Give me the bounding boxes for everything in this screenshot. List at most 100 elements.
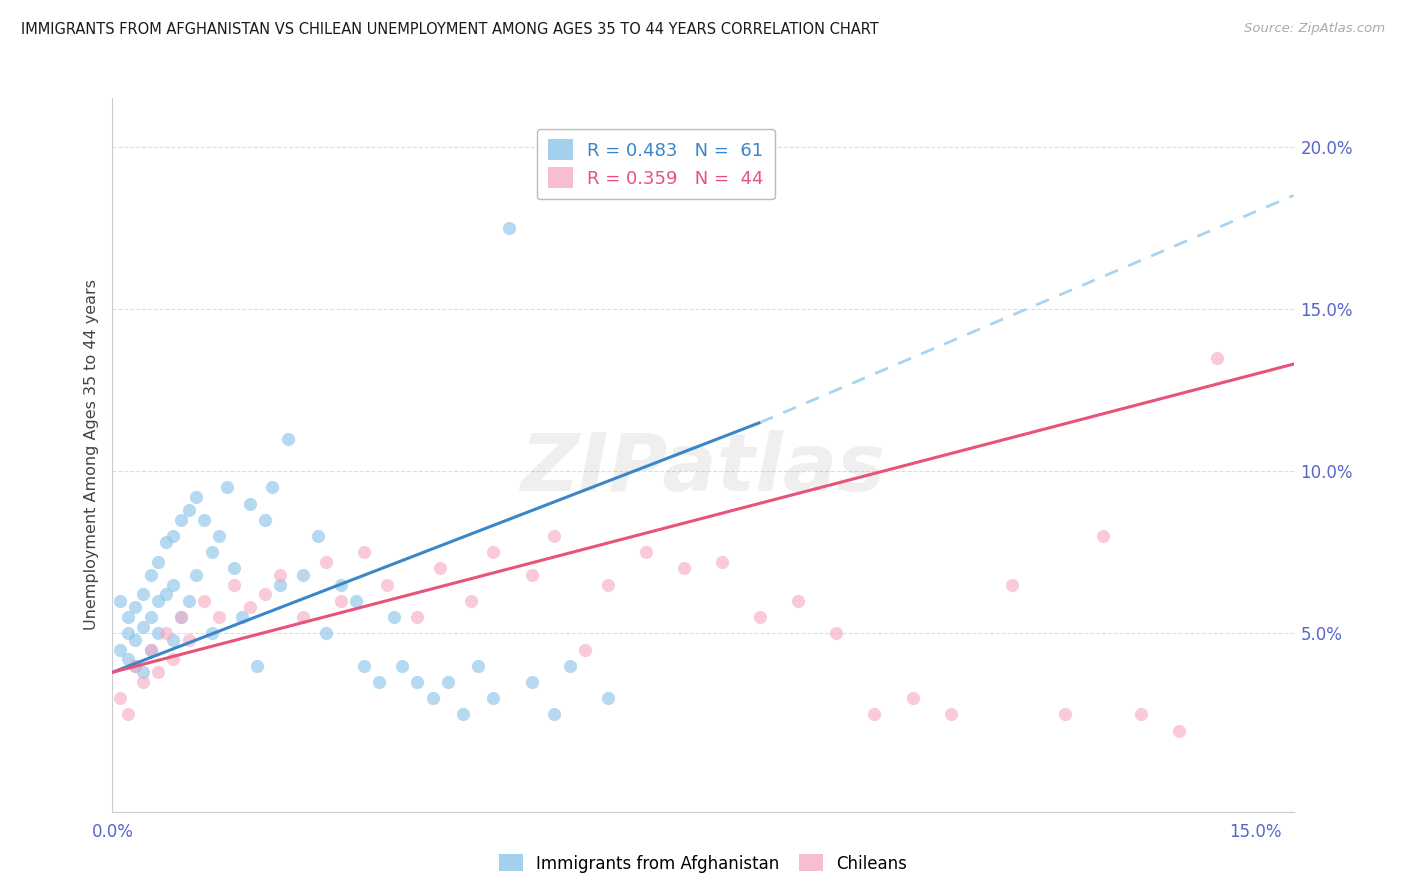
- Point: [193, 513, 215, 527]
- Point: [148, 626, 170, 640]
- Point: [269, 568, 291, 582]
- Point: [375, 577, 398, 591]
- Point: [162, 529, 184, 543]
- Point: [711, 555, 734, 569]
- Point: [215, 480, 238, 494]
- Point: [451, 707, 474, 722]
- Point: [155, 626, 177, 640]
- Point: [406, 610, 429, 624]
- Point: [330, 577, 353, 591]
- Point: [148, 555, 170, 569]
- Legend: R = 0.483   N =  61, R = 0.359   N =  44: R = 0.483 N = 61, R = 0.359 N = 44: [537, 128, 775, 199]
- Point: [155, 535, 177, 549]
- Text: Source: ZipAtlas.com: Source: ZipAtlas.com: [1244, 22, 1385, 36]
- Point: [177, 503, 200, 517]
- Point: [1092, 529, 1115, 543]
- Text: IMMIGRANTS FROM AFGHANISTAN VS CHILEAN UNEMPLOYMENT AMONG AGES 35 TO 44 YEARS CO: IMMIGRANTS FROM AFGHANISTAN VS CHILEAN U…: [21, 22, 879, 37]
- Point: [330, 594, 353, 608]
- Point: [124, 658, 146, 673]
- Point: [498, 220, 520, 235]
- Point: [124, 658, 146, 673]
- Point: [162, 632, 184, 647]
- Point: [344, 594, 367, 608]
- Point: [429, 561, 451, 575]
- Point: [482, 691, 505, 706]
- Point: [406, 675, 429, 690]
- Point: [277, 432, 299, 446]
- Point: [436, 675, 458, 690]
- Point: [200, 626, 222, 640]
- Point: [315, 555, 337, 569]
- Point: [224, 561, 246, 575]
- Point: [262, 480, 284, 494]
- Point: [543, 529, 565, 543]
- Point: [139, 642, 162, 657]
- Point: [1000, 577, 1022, 591]
- Point: [162, 577, 184, 591]
- Point: [224, 577, 246, 591]
- Point: [132, 620, 155, 634]
- Point: [291, 568, 314, 582]
- Point: [139, 610, 162, 624]
- Point: [132, 665, 155, 680]
- Point: [177, 594, 200, 608]
- Point: [353, 545, 375, 559]
- Point: [246, 658, 269, 673]
- Point: [467, 658, 489, 673]
- Point: [558, 658, 581, 673]
- Point: [117, 707, 139, 722]
- Point: [155, 587, 177, 601]
- Point: [825, 626, 848, 640]
- Point: [391, 658, 413, 673]
- Point: [231, 610, 253, 624]
- Point: [186, 490, 208, 504]
- Point: [124, 632, 146, 647]
- Point: [634, 545, 657, 559]
- Point: [543, 707, 565, 722]
- Point: [520, 675, 543, 690]
- Point: [422, 691, 444, 706]
- Point: [787, 594, 810, 608]
- Point: [253, 513, 276, 527]
- Point: [193, 594, 215, 608]
- Point: [1168, 723, 1191, 738]
- Point: [939, 707, 962, 722]
- Point: [177, 632, 200, 647]
- Point: [672, 561, 695, 575]
- Point: [291, 610, 314, 624]
- Point: [170, 610, 193, 624]
- Point: [353, 658, 375, 673]
- Point: [208, 610, 231, 624]
- Point: [148, 665, 170, 680]
- Point: [307, 529, 329, 543]
- Point: [384, 610, 406, 624]
- Point: [124, 600, 146, 615]
- Point: [208, 529, 231, 543]
- Point: [1206, 351, 1229, 365]
- Point: [482, 545, 505, 559]
- Point: [139, 642, 162, 657]
- Point: [315, 626, 337, 640]
- Point: [200, 545, 222, 559]
- Point: [139, 568, 162, 582]
- Point: [148, 594, 170, 608]
- Point: [596, 577, 619, 591]
- Point: [117, 626, 139, 640]
- Point: [170, 513, 193, 527]
- Point: [749, 610, 772, 624]
- Point: [863, 707, 886, 722]
- Point: [368, 675, 391, 690]
- Point: [460, 594, 482, 608]
- Point: [239, 600, 262, 615]
- Point: [186, 568, 208, 582]
- Point: [574, 642, 596, 657]
- Point: [239, 497, 262, 511]
- Point: [162, 652, 184, 666]
- Point: [596, 691, 619, 706]
- Point: [108, 691, 131, 706]
- Point: [108, 642, 131, 657]
- Point: [108, 594, 131, 608]
- Point: [170, 610, 193, 624]
- Y-axis label: Unemployment Among Ages 35 to 44 years: Unemployment Among Ages 35 to 44 years: [83, 279, 98, 631]
- Point: [520, 568, 543, 582]
